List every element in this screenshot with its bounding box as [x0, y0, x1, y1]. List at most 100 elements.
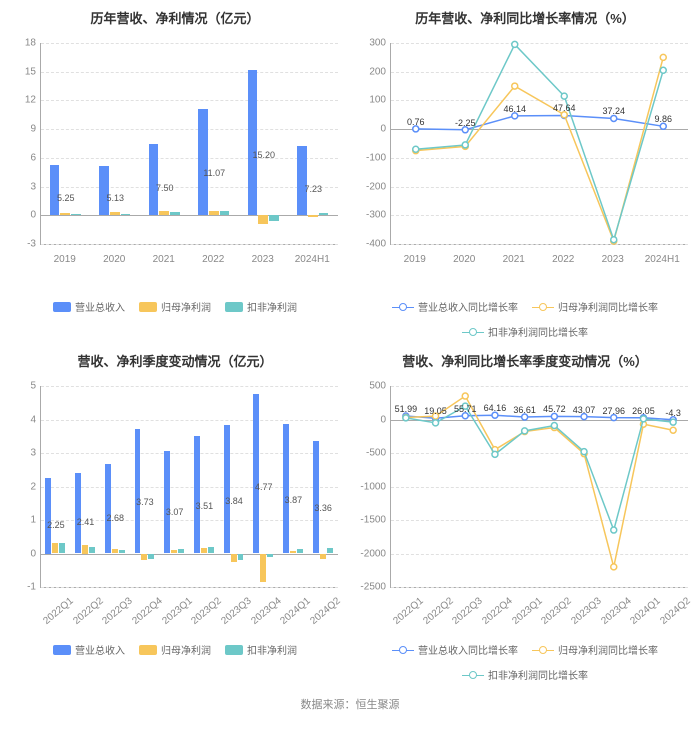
plot: 51.9919.0555.7164.1636.6145.7243.0727.96… [390, 386, 688, 588]
legend-label: 归母净利润 [161, 642, 211, 657]
bar [269, 215, 279, 221]
x-tick: 2024H1 [645, 254, 680, 265]
legend-label: 扣非净利润 [247, 299, 297, 314]
bar [267, 554, 273, 557]
legend-label: 营业总收入 [75, 299, 125, 314]
x-tick: 2024H1 [295, 254, 330, 265]
legend-label: 营业总收入同比增长率 [418, 299, 518, 314]
x-tick: 2021 [503, 254, 525, 265]
bar [297, 549, 303, 553]
point-value-label: 9.86 [654, 114, 672, 124]
point-value-label: 64.16 [484, 403, 507, 413]
x-tick: 2023 [602, 254, 624, 265]
bar [258, 215, 268, 224]
bar-value-label: 2.68 [106, 513, 124, 523]
bar [52, 543, 58, 553]
bar [220, 211, 230, 216]
x-tick: 2020 [103, 254, 125, 265]
point-value-label: 43.07 [573, 405, 596, 415]
point-value-label: 47.64 [553, 103, 576, 113]
x-tick: 2022Q3 [101, 596, 135, 627]
bar [75, 473, 81, 554]
x-tick: 2022Q3 [451, 596, 485, 627]
x-tick: 2022 [202, 254, 224, 265]
x-tick: 2020 [453, 254, 475, 265]
y-tick: 500 [356, 381, 386, 392]
point-value-label: 36.61 [513, 405, 536, 415]
bar [135, 429, 141, 554]
legend-bar-icon [139, 645, 157, 655]
chart-grid: 历年营收、净利情况（亿元） 5.255.137.5011.0715.207.23… [0, 0, 700, 686]
legend-item: 营业总收入 [53, 299, 125, 314]
bar [149, 144, 159, 216]
y-tick: -1 [6, 582, 36, 593]
bar [59, 543, 65, 554]
bar [71, 214, 81, 215]
bar [238, 554, 244, 561]
chart-title: 营收、净利同比增长率季度变动情况（%） [356, 351, 694, 370]
chart-title: 营收、净利季度变动情况（亿元） [6, 351, 344, 370]
x-tick: 2023Q1 [510, 596, 544, 627]
legend-label: 归母净利润同比增长率 [558, 642, 658, 657]
bar [208, 547, 214, 553]
y-tick: 0 [356, 124, 386, 135]
bar [260, 554, 266, 582]
y-tick: 0 [6, 210, 36, 221]
y-tick: -2000 [356, 548, 386, 559]
bar [198, 109, 208, 215]
y-tick: 18 [6, 38, 36, 49]
y-tick: -2500 [356, 582, 386, 593]
bar [159, 211, 169, 215]
bar-value-label: 4.77 [255, 482, 273, 492]
bar [209, 211, 219, 215]
legend-label: 归母净利润同比增长率 [558, 299, 658, 314]
legend: 营业总收入同比增长率归母净利润同比增长率扣非净利润同比增长率 [356, 299, 694, 339]
bar [170, 212, 180, 215]
point-value-label: 26.05 [632, 406, 655, 416]
bar [112, 549, 118, 553]
bar [224, 425, 230, 554]
y-tick: 1 [6, 515, 36, 526]
bar [178, 549, 184, 553]
bar [50, 165, 60, 215]
legend-line-icon [392, 645, 414, 655]
legend-bar-icon [225, 302, 243, 312]
panel-annual-bar: 历年营收、净利情况（亿元） 5.255.137.5011.0715.207.23… [0, 0, 350, 343]
bar [201, 548, 207, 553]
bar [171, 550, 177, 553]
y-tick: 100 [356, 95, 386, 106]
bar-value-label: 15.20 [252, 150, 275, 160]
chart-area: 5.255.137.5011.0715.207.23 -303691215182… [6, 35, 344, 295]
point-value-label: 27.96 [602, 406, 625, 416]
y-tick: 4 [6, 414, 36, 425]
legend-item: 归母净利润 [139, 642, 211, 657]
bar [89, 547, 95, 554]
legend-bar-icon [53, 302, 71, 312]
point-value-label: 46.14 [503, 104, 526, 114]
legend-bar-icon [139, 302, 157, 312]
x-tick: 2019 [54, 254, 76, 265]
point-value-label: -4.3 [665, 408, 681, 418]
panel-quarter-growth: 营收、净利同比增长率季度变动情况（%） 51.9919.0555.7164.16… [350, 343, 700, 686]
legend: 营业总收入同比增长率归母净利润同比增长率扣非净利润同比增长率 [356, 642, 694, 682]
x-tick: 2024Q1 [629, 596, 663, 627]
y-tick: 6 [6, 152, 36, 163]
legend-line-icon [392, 302, 414, 312]
bar [194, 436, 200, 554]
x-tick: 2021 [153, 254, 175, 265]
x-tick: 2024Q2 [309, 596, 343, 627]
bar [253, 394, 259, 554]
bar-value-label: 3.07 [166, 507, 184, 517]
panel-quarter-bar: 营收、净利季度变动情况（亿元） 2.252.412.683.733.073.51… [0, 343, 350, 686]
bar-value-label: 7.23 [304, 184, 322, 194]
bar [308, 215, 318, 217]
chart-area: 0.76-2.2546.1447.6437.249.86 -400-300-20… [356, 35, 694, 295]
legend-item: 扣非净利润 [225, 299, 297, 314]
y-tick: 200 [356, 66, 386, 77]
bar [164, 451, 170, 554]
bar [121, 214, 131, 215]
legend-label: 营业总收入 [75, 642, 125, 657]
point-value-label: -2.25 [455, 118, 476, 128]
bar-value-label: 2.25 [47, 520, 65, 530]
point-value-label: 45.72 [543, 404, 566, 414]
